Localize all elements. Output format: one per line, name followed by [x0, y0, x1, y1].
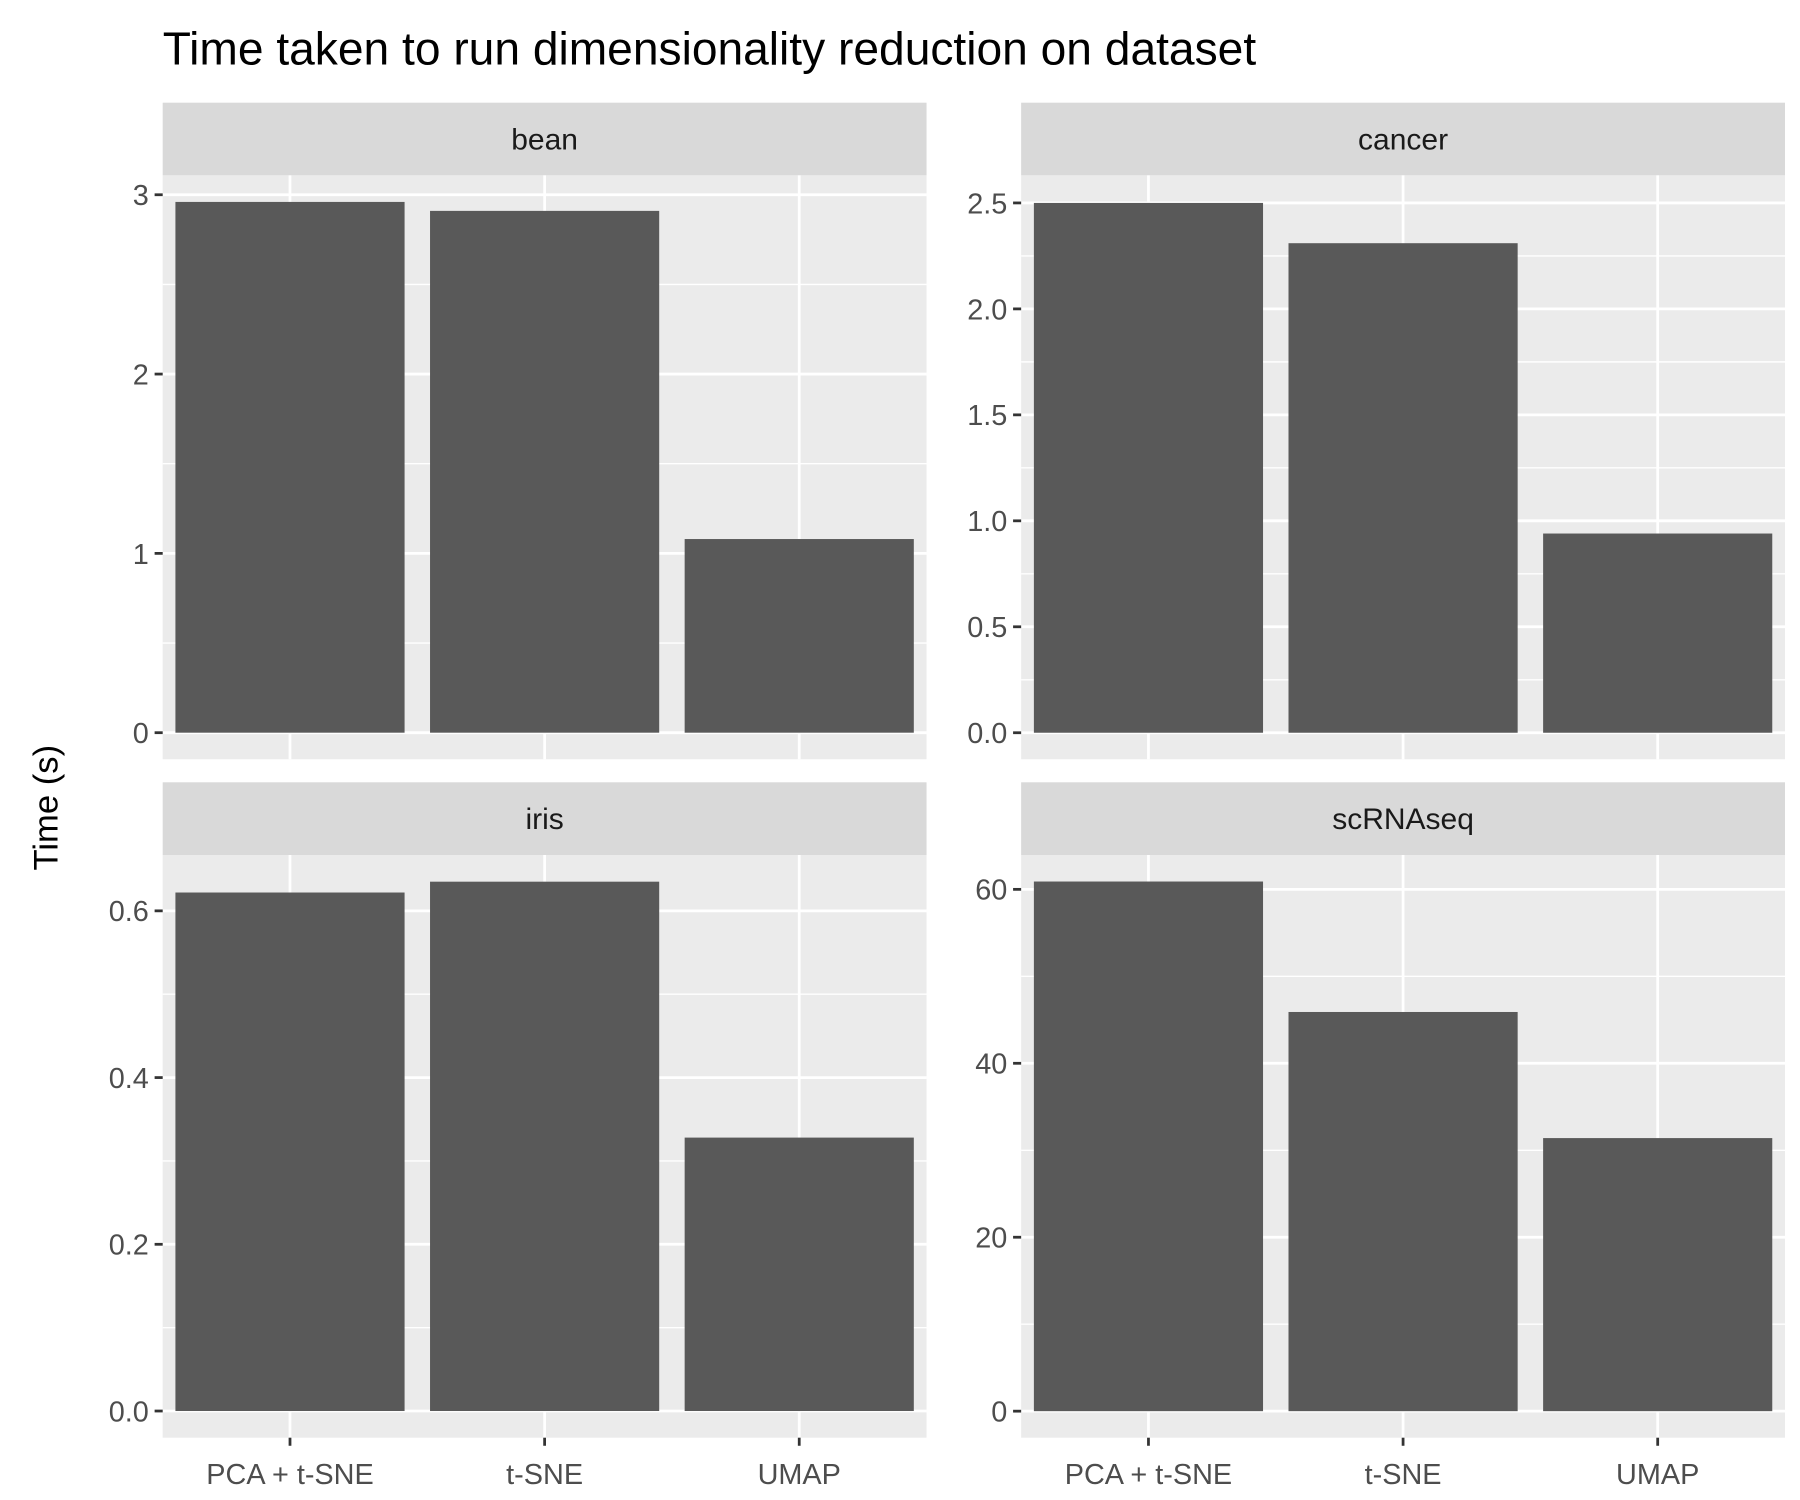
y-axis-label: Time (s) — [28, 745, 66, 871]
y-tick-label: 40 — [975, 1049, 1007, 1081]
x-tick-label: t-SNE — [1365, 1459, 1442, 1491]
bar-bean-0 — [175, 201, 405, 733]
x-tick-label: t-SNE — [506, 1459, 583, 1491]
y-tick-label: 2.5 — [967, 188, 1007, 220]
y-tick-label: 0.0 — [967, 718, 1007, 750]
x-tick-label: UMAP — [1616, 1459, 1699, 1491]
bar-iris-1 — [430, 881, 660, 1412]
facet-strip-label: iris — [525, 803, 563, 836]
bar-cancer-0 — [1033, 202, 1264, 733]
y-tick-label: 0.4 — [109, 1063, 149, 1095]
bar-bean-1 — [430, 210, 660, 733]
bar-cancer-2 — [1543, 533, 1773, 733]
facet-strip-label: bean — [511, 123, 578, 156]
facet-strip-label: scRNAseq — [1332, 803, 1474, 836]
bar-iris-0 — [175, 892, 405, 1412]
bar-scRNAseq-1 — [1288, 1011, 1518, 1412]
panel-scRNAseq: scRNAseq 0 20 40 60 PCA + t-SNE t-SNE UMAP — [975, 782, 1785, 1491]
x-tick-label: UMAP — [758, 1459, 841, 1491]
panel-iris: iris 0.0 0.2 0.4 0.6 PCA + t-SNE t-SNE UMAP — [109, 782, 927, 1491]
bar-cancer-1 — [1288, 243, 1518, 733]
y-tick-label: 60 — [975, 875, 1007, 907]
y-tick-label: 0 — [991, 1397, 1007, 1429]
facet-strip — [162, 782, 927, 855]
y-tick-label: 20 — [975, 1223, 1007, 1255]
y-tick-label: 3 — [133, 180, 149, 212]
x-tick-label: PCA + t-SNE — [1065, 1459, 1232, 1491]
bar-scRNAseq-2 — [1543, 1138, 1773, 1412]
chart-title: Time taken to run dimensionality reducti… — [163, 23, 1257, 75]
panel-bean: bean 0 1 2 3 — [133, 102, 927, 760]
y-tick-label: 1.0 — [967, 506, 1007, 538]
y-tick-label: 1 — [133, 539, 149, 571]
facet-strip — [1021, 782, 1785, 855]
facet-strip — [1021, 102, 1785, 176]
bar-bean-2 — [684, 539, 914, 733]
y-tick-label: 0.5 — [967, 612, 1007, 644]
x-tick-label: PCA + t-SNE — [206, 1459, 373, 1491]
y-tick-label: 2.0 — [967, 294, 1007, 326]
facet-strip-label: cancer — [1358, 123, 1448, 156]
panel-cancer: cancer 0.0 0.5 1.0 1.5 2.0 2.5 — [967, 102, 1785, 760]
facet-strip — [162, 102, 927, 176]
y-tick-label: 0.6 — [109, 896, 149, 928]
bar-scRNAseq-0 — [1033, 881, 1264, 1412]
y-tick-label: 0 — [133, 718, 149, 750]
y-tick-label: 0.0 — [109, 1396, 149, 1428]
y-tick-label: 0.2 — [109, 1230, 149, 1262]
bar-iris-2 — [684, 1137, 914, 1412]
y-tick-label: 1.5 — [967, 400, 1007, 432]
y-tick-label: 2 — [133, 359, 149, 391]
